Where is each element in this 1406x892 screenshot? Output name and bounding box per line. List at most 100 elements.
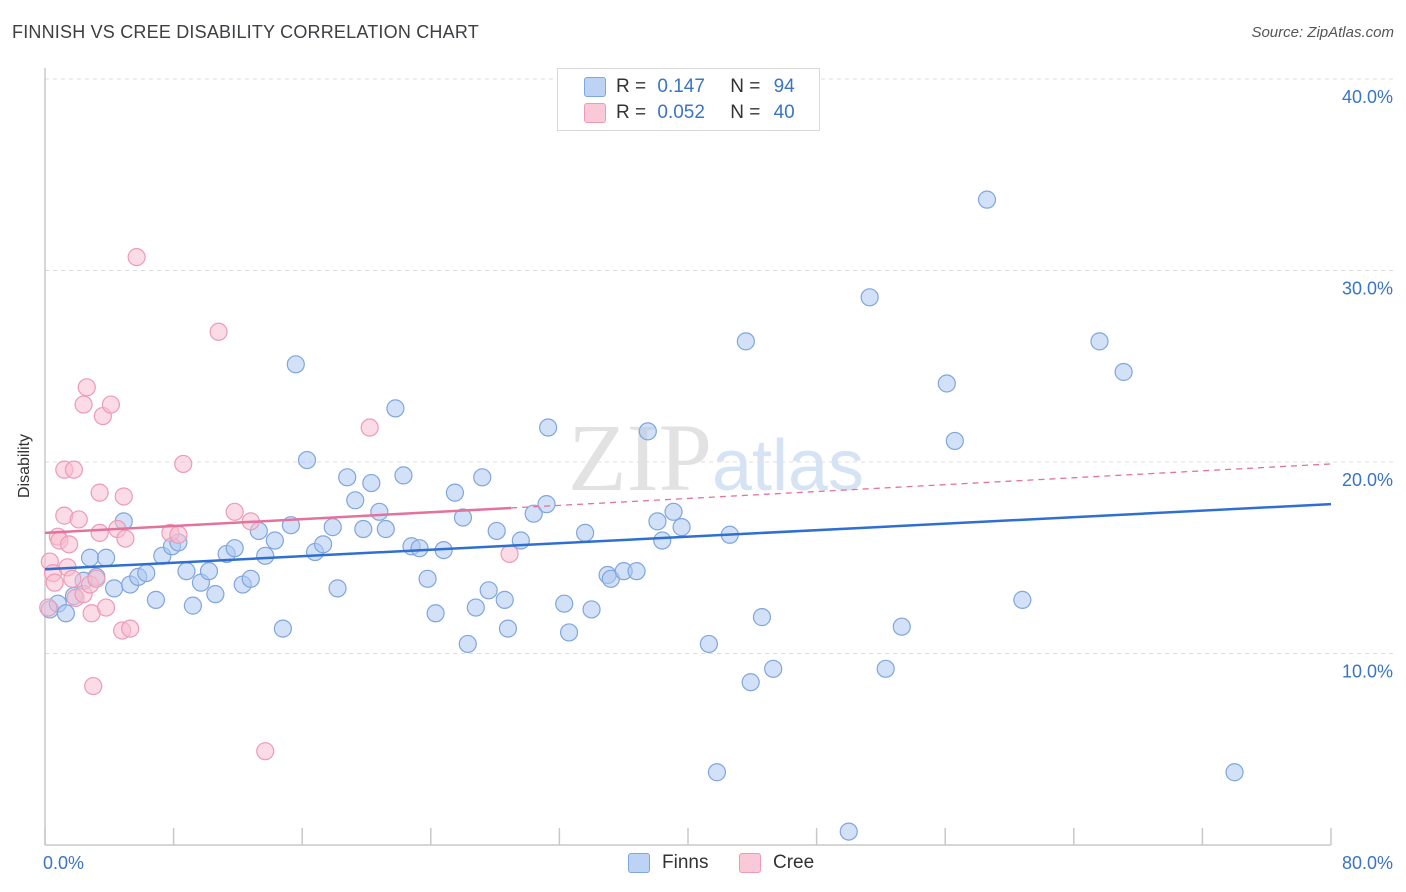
finns-point-53: [466, 598, 485, 617]
finns-point-61: [537, 495, 556, 514]
finns-r-value: 0.147: [657, 76, 705, 97]
finns-point-7: [96, 548, 116, 567]
finns-legend-label: Finns: [662, 852, 709, 873]
cree-point-40: [500, 544, 519, 564]
cree-point-39: [360, 418, 379, 437]
finns-point-44: [394, 466, 413, 485]
trend-lines: [44, 463, 1332, 571]
finns-point-5: [80, 548, 100, 567]
cree-point-9: [60, 535, 79, 554]
finns-point-82: [764, 659, 783, 678]
finns-legend-swatch: [628, 853, 650, 873]
y-tick-label-1: 20.0%: [1342, 470, 1393, 490]
cree-legend-swatch: [739, 853, 761, 873]
finns-point-75: [672, 518, 691, 537]
finns-point-13: [146, 590, 166, 609]
finns-point-47: [418, 569, 437, 588]
cree-point-0: [39, 598, 58, 617]
finns-point-58: [498, 619, 518, 638]
finns-point-92: [1114, 362, 1133, 382]
finns-point-91: [1090, 332, 1109, 351]
finns-point-37: [338, 468, 357, 487]
cree-point-36: [225, 502, 244, 521]
series-finns: [40, 190, 1244, 841]
finns-point-77: [707, 763, 727, 782]
cree-legend-label: Cree: [773, 852, 815, 873]
finns-point-52: [458, 634, 477, 654]
watermark-atlas: atlas: [712, 426, 864, 506]
finns-point-76: [699, 634, 718, 654]
finns-point-65: [576, 523, 595, 542]
y-tick-label-2: 30.0%: [1342, 279, 1393, 299]
cree-point-16: [77, 378, 96, 397]
finns-point-2: [56, 604, 75, 623]
cree-point-3: [45, 573, 64, 592]
finns-point-28: [265, 531, 284, 550]
finns-point-64: [559, 623, 579, 642]
finns-point-23: [225, 539, 244, 558]
cree-point-20: [87, 569, 106, 588]
finns-swatch: [584, 77, 606, 97]
finns-point-84: [860, 288, 879, 307]
cree-point-19: [84, 676, 103, 696]
legend-item-finns[interactable]: Finns: [628, 852, 708, 874]
finns-point-56: [487, 521, 506, 541]
cree-trend-line: [44, 506, 512, 535]
cree-point-10: [63, 569, 82, 588]
finns-point-40: [362, 473, 381, 493]
cree-point-21: [90, 483, 109, 502]
cree-point-31: [127, 247, 146, 267]
cree-point-22: [90, 523, 109, 542]
cree-point-33: [169, 525, 188, 544]
cree-point-34: [174, 454, 193, 474]
finns-point-80: [741, 673, 760, 692]
finns-point-71: [638, 422, 657, 441]
chart-title: FINNISH VS CREE DISABILITY CORRELATION C…: [12, 22, 479, 42]
cree-point-30: [121, 619, 140, 638]
finns-point-18: [183, 596, 202, 615]
finns-point-81: [752, 608, 772, 627]
watermark-zip: ZIP: [568, 404, 712, 511]
cree-point-28: [114, 487, 133, 506]
finns-point-39: [354, 519, 373, 539]
series-legend: Finns Cree: [0, 852, 1406, 878]
finns-point-46: [410, 539, 429, 558]
finns-point-34: [313, 535, 333, 554]
cree-point-29: [116, 529, 135, 548]
finns-point-50: [445, 483, 465, 502]
y-tick-label-3: 40.0%: [1342, 87, 1393, 107]
finns-point-41: [370, 502, 389, 521]
finns-point-63: [555, 594, 574, 613]
cree-n-label: N =: [730, 102, 761, 123]
finns-point-93: [1225, 763, 1244, 782]
finns-point-83: [839, 822, 858, 841]
finns-point-35: [323, 518, 342, 537]
finns-point-85: [876, 659, 895, 678]
finns-point-57: [495, 590, 514, 609]
cree-point-11: [64, 460, 84, 479]
correlation-legend: R = 0.147 N = 94 R = 0.052 N = 40: [557, 68, 820, 131]
finns-point-31: [286, 355, 305, 374]
finns-point-38: [346, 491, 365, 510]
finns-point-74: [664, 502, 683, 521]
finns-point-54: [473, 468, 492, 487]
finns-point-32: [297, 450, 317, 470]
finns-point-29: [273, 619, 293, 638]
finns-point-88: [945, 431, 964, 451]
cree-n-value: 40: [773, 102, 795, 123]
finns-point-25: [241, 569, 260, 588]
finns-point-17: [177, 562, 196, 581]
legend-item-cree[interactable]: Cree: [739, 852, 814, 874]
finns-trend-line: [44, 502, 1332, 571]
finns-point-12: [137, 563, 156, 583]
finns-point-90: [1013, 590, 1032, 609]
cree-point-24: [96, 598, 116, 617]
finns-point-72: [648, 512, 667, 531]
series-cree: [39, 247, 519, 761]
cree-point-38: [256, 742, 275, 761]
finns-n-label: N =: [730, 76, 761, 97]
finns-point-79: [736, 332, 755, 351]
finns-point-51: [453, 508, 473, 527]
finns-point-73: [653, 531, 672, 550]
finns-point-43: [386, 399, 405, 418]
